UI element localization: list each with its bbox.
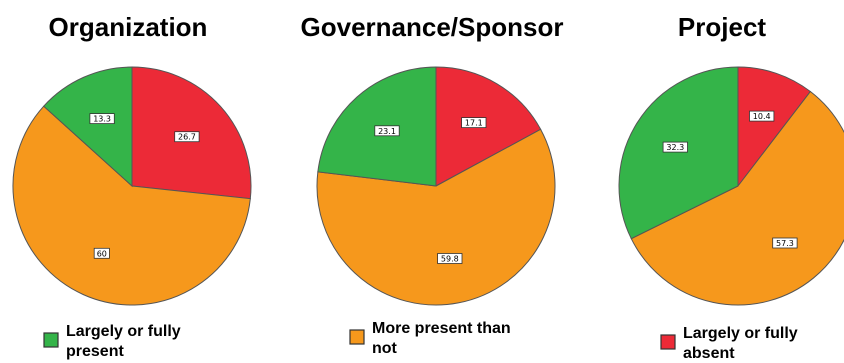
legend-label-present-line2: present xyxy=(66,343,124,360)
legend: Largely or fully present More present th… xyxy=(43,320,798,362)
pie-slice-organization-1 xyxy=(12,105,251,306)
data-label-box-governance-sponsor-2 xyxy=(374,125,400,137)
data-label-box-organization-0 xyxy=(174,131,200,143)
legend-label-more-present-line1: More present than xyxy=(372,320,511,337)
pie-slice-governance-sponsor-1 xyxy=(316,128,556,306)
pie-project: 10.4 57.3 32.3 xyxy=(618,66,844,306)
data-label-project-1: 57.3 xyxy=(776,239,794,248)
legend-label-absent-line2: absent xyxy=(683,345,735,362)
pie-slice-project-0 xyxy=(737,66,812,188)
data-label-box-project-2 xyxy=(662,141,688,153)
pie-slice-project-2 xyxy=(618,66,739,240)
data-label-box-organization-1 xyxy=(93,247,110,259)
data-label-governance-sponsor-2: 23.1 xyxy=(378,127,396,136)
data-label-project-0: 10.4 xyxy=(753,112,771,121)
legend-swatch-present xyxy=(43,332,59,348)
legend-swatch-absent xyxy=(660,334,676,350)
pie-slice-governance-sponsor-0 xyxy=(435,66,542,187)
data-label-box-project-0 xyxy=(749,110,775,122)
pie-slice-project-1 xyxy=(630,90,844,306)
legend-label-more-present-line2: not xyxy=(372,340,398,357)
chart-title-project: Project xyxy=(678,12,766,42)
pie-organization: 26.7 60 13.3 xyxy=(12,66,252,306)
chart-title-governance-sponsor: Governance/Sponsor xyxy=(301,12,564,42)
data-label-box-organization-2 xyxy=(89,113,115,124)
legend-label-absent-line1: Largely or fully xyxy=(683,325,798,342)
data-label-organization-0: 26.7 xyxy=(178,133,196,142)
pies-group: 26.7 60 13.3 17.1 59.8 23.1 10.4 57.3 32.3 xyxy=(12,66,844,306)
chart-title-organization: Organization xyxy=(49,12,208,42)
data-label-box-governance-sponsor-0 xyxy=(461,117,487,128)
data-label-organization-2: 13.3 xyxy=(93,115,111,124)
data-label-governance-sponsor-0: 17.1 xyxy=(465,119,483,128)
data-label-box-project-1 xyxy=(772,237,798,249)
legend-swatch-more-present xyxy=(349,329,365,345)
data-label-box-governance-sponsor-1 xyxy=(437,253,463,264)
data-label-governance-sponsor-1: 59.8 xyxy=(441,255,459,264)
pie-slice-organization-2 xyxy=(43,66,133,188)
data-label-project-2: 32.3 xyxy=(666,143,684,152)
legend-label-present-line1: Largely or fully xyxy=(66,323,181,340)
pie-governance-sponsor: 17.1 59.8 23.1 xyxy=(316,66,556,306)
data-label-organization-1: 60 xyxy=(97,249,107,258)
